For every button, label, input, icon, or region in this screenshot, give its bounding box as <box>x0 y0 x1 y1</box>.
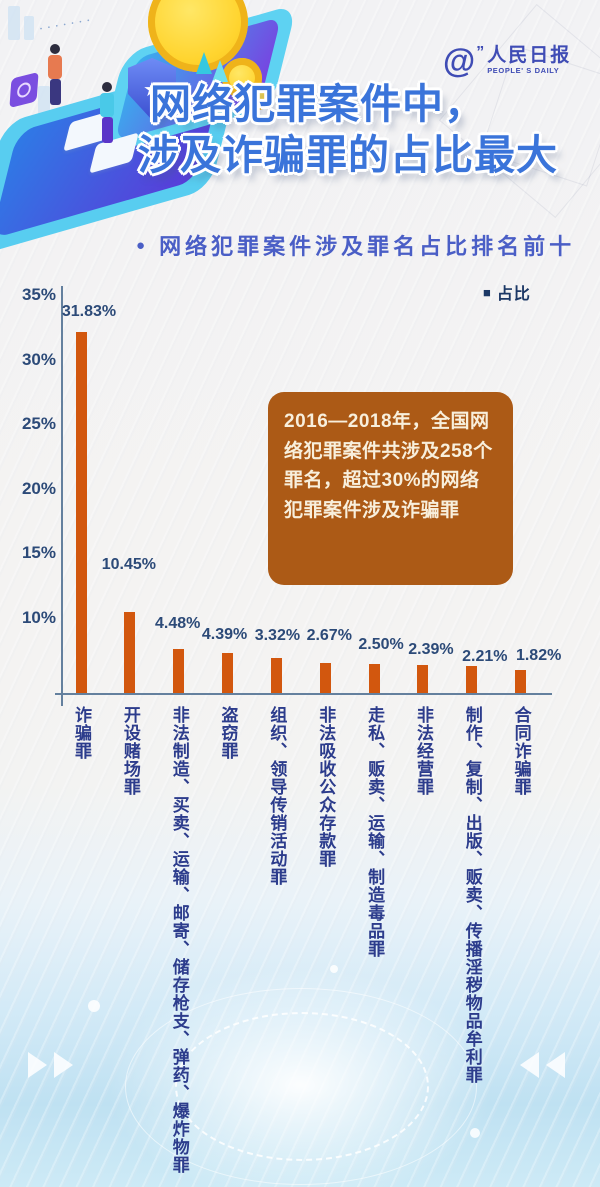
y-tick-label: 30% <box>21 349 56 369</box>
legend: ■ 占比 <box>483 280 531 304</box>
chevron-left-icon <box>546 1052 565 1078</box>
category-label: 非法制造、买卖、运输、邮寄、储存枪支、弹药、爆炸物罪 <box>169 706 189 1174</box>
bar-value-label: 2.50% <box>358 636 404 653</box>
dotted-arc-decoration: ･･･････ <box>37 15 95 36</box>
bullet-icon: ● <box>136 236 146 254</box>
bar-value-label: 1.82% <box>515 647 562 664</box>
category-label: 盗窃罪 <box>218 706 238 760</box>
x-axis-line <box>55 693 552 695</box>
person-figure <box>100 82 114 143</box>
bar <box>466 666 478 693</box>
star-icon: ★ <box>143 78 161 101</box>
category-label: 诈骗罪 <box>72 706 91 760</box>
dashed-ring-decoration <box>175 1012 429 1161</box>
bar <box>124 612 136 693</box>
category-label: 合同诈骗罪 <box>511 706 531 796</box>
category-label: 制作、复制、出版、贩卖、传播淫秽物品牟利罪 <box>462 706 482 1084</box>
y-axis-line <box>61 286 63 706</box>
bar-value-label: 2.21% <box>462 648 508 665</box>
tree-decoration <box>196 52 212 74</box>
logo-brand-en: PEOPLE' S DAILY <box>487 66 560 75</box>
bar <box>417 665 429 693</box>
bar <box>368 664 380 693</box>
y-tick-label: 25% <box>21 414 56 434</box>
category-label: 非法吸收公众存款罪 <box>316 706 336 868</box>
lock-panel-icon <box>9 71 39 109</box>
headline-line2: 涉及诈骗罪的占比最大 <box>138 132 558 178</box>
coin-icon <box>244 82 272 110</box>
y-tick-label: 20% <box>21 478 56 498</box>
y-tick-label: 35% <box>21 285 56 304</box>
peoples-daily-logo: @ ” 人民日报 PEOPLE' S DAILY <box>443 42 572 79</box>
chevron-left-icon <box>520 1052 539 1078</box>
chevron-right-icon <box>28 1052 47 1078</box>
bar-value-label: 4.39% <box>201 626 248 643</box>
info-box: 2016—2018年，全国网络犯罪案件共涉及258个罪名，超过30%的网络犯罪案… <box>268 392 513 585</box>
bar-value-label: 2.39% <box>408 641 454 658</box>
category-label: 走私、贩卖、运输、制造毒品罪 <box>365 706 385 958</box>
bar-value-label: 10.45% <box>101 556 156 573</box>
category-label: 开设赌场罪 <box>120 706 140 796</box>
bar <box>319 663 331 693</box>
at-icon: @ <box>443 42 476 79</box>
tree-decoration <box>212 60 228 82</box>
chevron-right-icon <box>54 1052 73 1078</box>
bar-value-label: 4.48% <box>155 615 201 632</box>
y-tick-label: 10% <box>21 608 56 627</box>
category-label: 组织、领导传销活动罪 <box>267 706 287 886</box>
y-tick-label: 15% <box>21 543 56 563</box>
dot-decoration <box>470 1128 480 1138</box>
bar-value-label: 2.67% <box>306 627 352 644</box>
building-decoration <box>24 16 34 40</box>
dot-decoration <box>178 1158 187 1167</box>
bar <box>515 670 527 693</box>
bar <box>173 649 185 693</box>
quote-mark-icon: ” <box>476 44 486 61</box>
bar-value-label: 3.32% <box>254 627 301 644</box>
bar <box>222 653 234 693</box>
legend-label: 占比 <box>496 286 531 303</box>
building-decoration <box>38 86 50 116</box>
bar <box>75 332 87 693</box>
dot-decoration <box>330 965 338 973</box>
chart-title-text: 网络犯罪案件涉及罪名占比排名前十 <box>159 234 576 259</box>
legend-swatch-icon: ■ <box>483 284 491 300</box>
headline-line1: 网络犯罪案件中， <box>150 81 486 127</box>
chart-title: ● 网络犯罪案件涉及罪名占比排名前十 <box>136 229 575 261</box>
dot-decoration <box>88 1000 100 1012</box>
bar-value-label: 31.83% <box>61 303 117 320</box>
bar <box>270 658 282 693</box>
logo-brand-cn: 人民日报 <box>487 45 572 66</box>
person-figure <box>48 44 62 105</box>
circle-ring-decoration <box>125 988 477 1185</box>
category-label: 非法经营罪 <box>413 706 433 796</box>
building-decoration <box>8 6 20 40</box>
